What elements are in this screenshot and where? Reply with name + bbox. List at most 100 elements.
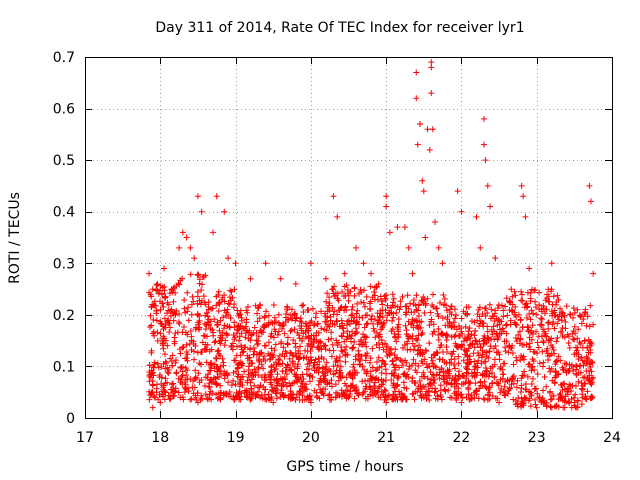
data-point [306,373,313,380]
data-point [196,280,203,287]
data-point [156,287,163,294]
data-point [315,343,322,350]
data-point [533,311,540,318]
data-point [326,391,333,398]
data-point [198,349,205,356]
data-point [362,333,369,340]
data-point [353,310,360,317]
data-point [183,386,190,393]
data-point [184,289,191,296]
data-point [230,377,237,384]
data-point [157,298,164,305]
data-point [463,337,470,344]
data-point [212,354,219,361]
data-point [395,328,402,335]
data-point [426,380,433,387]
data-point [153,317,160,324]
data-point [531,366,538,373]
data-point [542,297,549,304]
data-point [545,293,552,300]
data-point [448,350,455,357]
data-point [334,295,341,302]
data-point [485,392,492,399]
data-point [405,318,412,325]
data-point [349,303,356,310]
data-point [436,356,443,363]
data-point [518,395,525,402]
data-point [526,360,533,367]
data-point [192,367,199,374]
data-point [229,340,236,347]
data-point [571,309,578,316]
data-point [559,324,566,331]
data-point [369,392,376,399]
data-point [157,282,164,289]
data-point [172,330,179,337]
data-point [448,311,455,318]
data-point [268,345,275,352]
data-point [326,347,333,354]
data-point [331,308,338,315]
data-point [167,355,174,362]
data-point [486,301,493,308]
data-point [494,336,501,343]
data-point [393,338,400,345]
axis-ticks [85,57,613,419]
y-tick-label: 0.3 [53,256,75,272]
data-point [392,346,399,353]
data-point [435,331,442,338]
data-point [288,327,295,334]
data-point [352,325,359,332]
data-point [553,402,560,409]
data-point [419,177,426,184]
data-point [401,341,408,348]
data-point [350,344,357,351]
data-point [238,344,245,351]
data-point [558,317,565,324]
data-point [377,394,384,401]
data-point [265,339,272,346]
data-point [401,370,408,377]
data-point [297,343,304,350]
data-point [179,229,186,236]
data-point [506,307,513,314]
data-point [232,381,239,388]
data-point [261,353,268,360]
data-point [481,340,488,347]
data-point [162,375,169,382]
data-point [475,352,482,359]
data-point [167,393,174,400]
data-point [571,323,578,330]
data-point [161,294,168,301]
data-point [215,288,222,295]
data-point [496,321,503,328]
data-point [355,347,362,354]
data-point [291,311,298,318]
data-point [349,373,356,380]
data-point [428,64,435,71]
data-point [467,358,474,365]
data-point [409,320,416,327]
data-point [191,255,198,262]
data-point [354,390,361,397]
data-point [415,332,422,339]
data-point [191,348,198,355]
data-point [375,354,382,361]
data-point [271,366,278,373]
data-point [190,338,197,345]
data-point [479,371,486,378]
data-point [442,369,449,376]
data-point [410,346,417,353]
data-point [544,319,551,326]
data-point [213,355,220,362]
data-point [376,344,383,351]
data-point [397,357,404,364]
data-point [153,385,160,392]
data-point [475,357,482,364]
data-point [403,373,410,380]
data-point [170,385,177,392]
data-point [379,301,386,308]
data-point [252,369,259,376]
data-point [146,289,153,296]
data-point [433,371,440,378]
